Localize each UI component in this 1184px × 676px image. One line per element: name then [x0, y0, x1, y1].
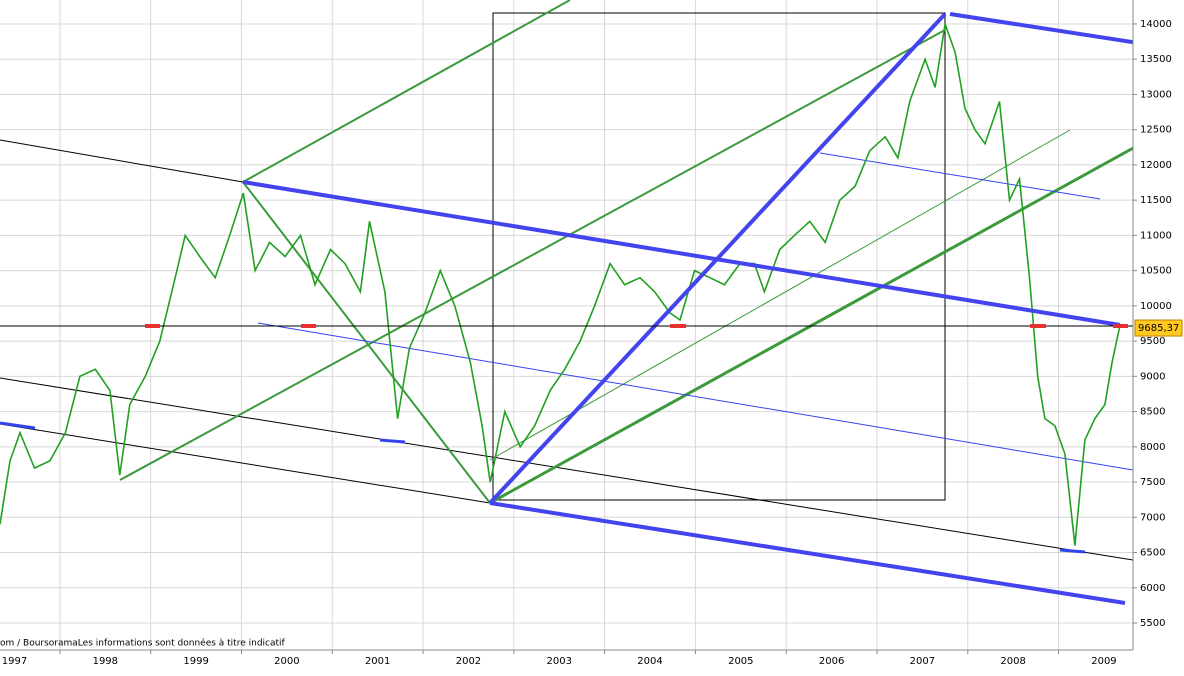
y-tick-label: 11500	[1140, 195, 1172, 206]
y-tick-label: 8500	[1140, 407, 1165, 418]
y-tick-label: 12500	[1140, 125, 1172, 136]
y-tick-label: 12000	[1140, 160, 1172, 171]
x-tick-label: 1999	[183, 656, 208, 667]
last-price-label: 9685,37	[1138, 323, 1179, 334]
x-tick-label: 2000	[274, 656, 299, 667]
y-tick-label: 10000	[1140, 301, 1172, 312]
trend-lines	[0, 0, 1184, 561]
axis-area	[1133, 0, 1184, 676]
x-tick-label: 2009	[1091, 656, 1116, 667]
y-tick-label: 6500	[1140, 548, 1165, 559]
price-line	[0, 23, 1121, 546]
y-tick-label: 10500	[1140, 266, 1172, 277]
y-tick-label: 9500	[1140, 336, 1165, 347]
x-axis-area	[0, 650, 1133, 676]
plot-area	[0, 0, 1133, 650]
y-tick-label: 13000	[1140, 89, 1172, 100]
x-tick-label: 2001	[365, 656, 390, 667]
x-tick-label: 2007	[910, 656, 935, 667]
x-tick-label: 2005	[728, 656, 753, 667]
y-tick-label: 14000	[1140, 19, 1172, 30]
x-tick-label: 2006	[819, 656, 844, 667]
x-tick-label: 2002	[456, 656, 481, 667]
y-tick-label: 7500	[1140, 477, 1165, 488]
x-tick-label: 1998	[93, 656, 118, 667]
last-price-box	[1134, 319, 1183, 337]
x-tick-label: 2008	[1000, 656, 1025, 667]
y-tick-label: 9000	[1140, 371, 1165, 382]
y-tick-label: 13500	[1140, 54, 1172, 65]
x-tick-label: 2004	[637, 656, 662, 667]
y-tick-label: 7000	[1140, 512, 1165, 523]
y-tick-label: 8000	[1140, 442, 1165, 453]
y-tick-label: 11000	[1140, 230, 1172, 241]
y-tick-label: 6000	[1140, 583, 1165, 594]
x-tick-label: 2003	[547, 656, 572, 667]
y-tick-label: 5500	[1140, 618, 1165, 629]
x-tick-label: 1997	[2, 656, 27, 667]
footer: om / BoursoramaLes informations sont don…	[0, 638, 286, 649]
